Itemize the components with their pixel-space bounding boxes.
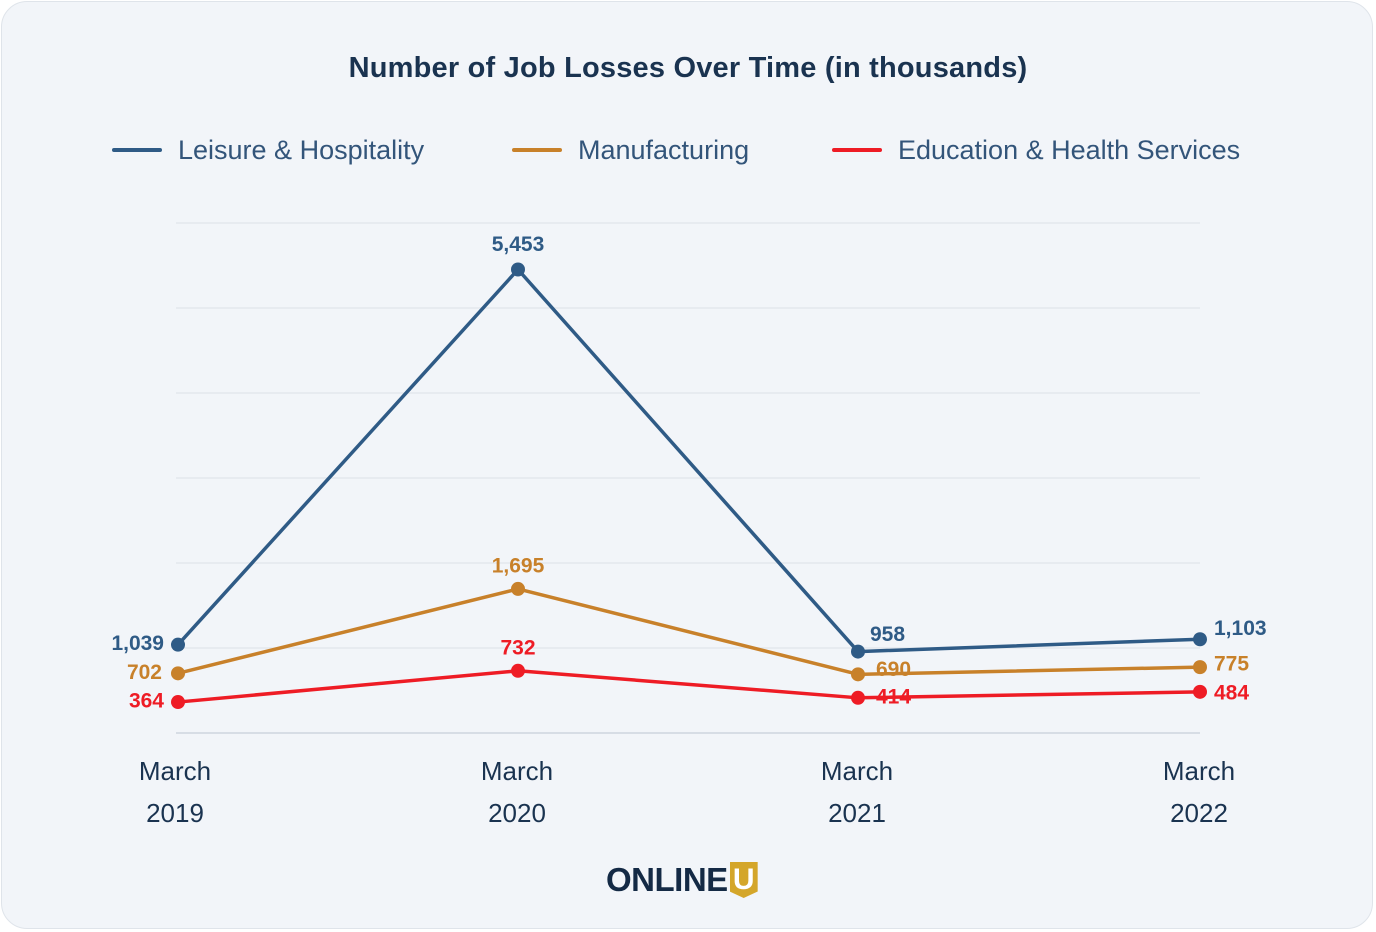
data-label: 1,039 bbox=[111, 632, 164, 655]
legend-label: Manufacturing bbox=[578, 134, 750, 165]
x-tick-month: March bbox=[138, 756, 212, 786]
x-tick-label: March 2021 bbox=[777, 750, 937, 834]
legend-swatch bbox=[112, 148, 162, 152]
chart-legend: Leisure & Hospitality Manufacturing Educ… bbox=[0, 130, 1376, 170]
data-point bbox=[171, 637, 185, 652]
data-label: 414 bbox=[876, 685, 911, 708]
data-label: 5,453 bbox=[492, 233, 545, 256]
x-tick-label: March 2022 bbox=[1119, 750, 1279, 834]
data-point bbox=[851, 644, 865, 659]
x-tick-year: 2019 bbox=[146, 798, 204, 828]
logo-badge: U bbox=[729, 862, 758, 898]
data-label: 1,695 bbox=[492, 554, 545, 577]
legend-label: Leisure & Hospitality bbox=[178, 134, 425, 165]
data-point bbox=[511, 663, 525, 678]
legend-item-education-health: Education & Health Services bbox=[832, 130, 1240, 170]
legend-item-manufacturing: Manufacturing bbox=[512, 130, 749, 170]
onlineu-logo: ONLINE U bbox=[606, 858, 758, 902]
data-point bbox=[1193, 660, 1207, 675]
data-label: 364 bbox=[129, 690, 164, 713]
data-point bbox=[1193, 684, 1207, 699]
data-label: 690 bbox=[876, 658, 911, 681]
legend-item-leisure-hospitality: Leisure & Hospitality bbox=[112, 130, 424, 170]
data-point bbox=[171, 666, 185, 681]
legend-swatch bbox=[832, 148, 882, 152]
data-label: 775 bbox=[1214, 653, 1249, 676]
x-tick-month: March bbox=[820, 756, 894, 786]
data-point bbox=[511, 581, 525, 596]
logo-text: ONLINE bbox=[606, 861, 728, 898]
legend-swatch bbox=[512, 148, 562, 152]
x-tick-month: March bbox=[480, 756, 554, 786]
data-label: 1,103 bbox=[1214, 617, 1267, 640]
x-tick-label: March 2019 bbox=[95, 750, 255, 834]
x-tick-month: March bbox=[1162, 756, 1236, 786]
series-line bbox=[176, 669, 1202, 704]
data-label: 702 bbox=[127, 661, 162, 684]
series-line bbox=[176, 587, 1202, 677]
data-point bbox=[851, 667, 865, 682]
data-point bbox=[511, 262, 525, 277]
data-label: 484 bbox=[1214, 681, 1249, 704]
data-point bbox=[851, 690, 865, 705]
data-point bbox=[171, 695, 185, 710]
x-tick-year: 2021 bbox=[828, 798, 886, 828]
series-line bbox=[176, 267, 1202, 654]
data-label: 958 bbox=[870, 623, 905, 646]
data-point bbox=[1193, 632, 1207, 647]
x-tick-year: 2022 bbox=[1170, 798, 1228, 828]
x-tick-label: March 2020 bbox=[437, 750, 597, 834]
legend-label: Education & Health Services bbox=[898, 134, 1241, 165]
x-tick-year: 2020 bbox=[488, 798, 546, 828]
chart-title: Number of Job Losses Over Time (in thous… bbox=[348, 52, 1028, 84]
data-label: 732 bbox=[500, 636, 535, 659]
